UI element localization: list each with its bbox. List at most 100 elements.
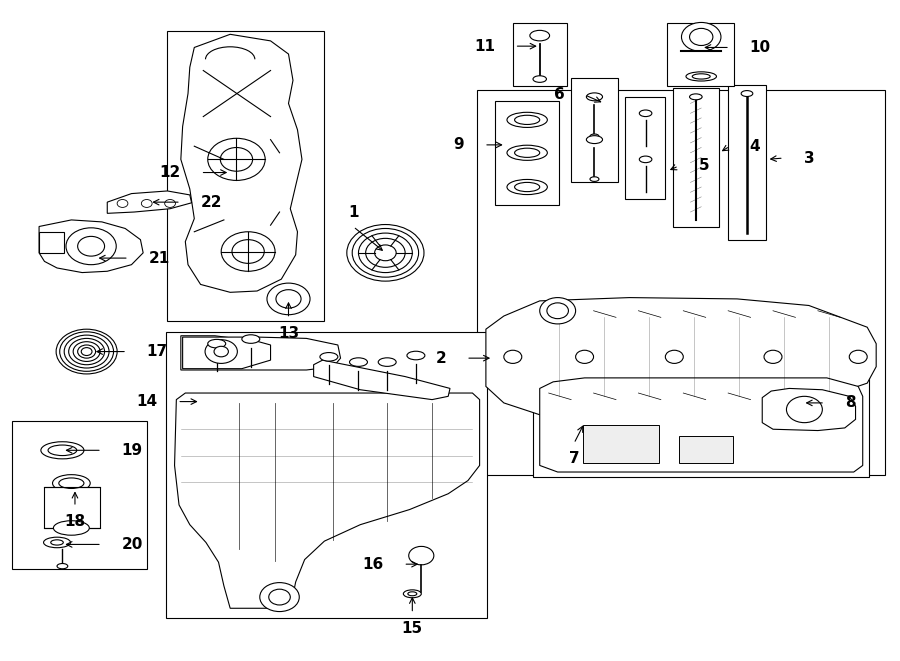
Circle shape [208, 138, 266, 180]
Text: 6: 6 [554, 87, 565, 102]
Circle shape [352, 229, 419, 277]
Polygon shape [762, 389, 856, 430]
Ellipse shape [57, 564, 68, 568]
Ellipse shape [639, 156, 652, 163]
Ellipse shape [515, 182, 540, 192]
Ellipse shape [515, 115, 540, 124]
Bar [728, 85, 766, 240]
Text: 20: 20 [122, 537, 143, 552]
Text: 10: 10 [750, 40, 770, 55]
Ellipse shape [507, 145, 547, 161]
Text: 1: 1 [347, 204, 358, 219]
Circle shape [547, 303, 569, 319]
Ellipse shape [53, 521, 89, 535]
Text: 15: 15 [401, 621, 423, 635]
Ellipse shape [692, 74, 710, 79]
Ellipse shape [349, 358, 367, 366]
Ellipse shape [515, 148, 540, 157]
Text: 14: 14 [137, 394, 157, 409]
Text: 11: 11 [474, 38, 495, 54]
Bar [44, 487, 100, 528]
Polygon shape [183, 337, 271, 369]
Circle shape [214, 346, 229, 357]
Ellipse shape [50, 540, 63, 545]
Text: 22: 22 [201, 194, 222, 210]
Text: 7: 7 [569, 451, 579, 466]
Ellipse shape [407, 351, 425, 360]
Circle shape [409, 547, 434, 565]
Polygon shape [313, 360, 450, 400]
Circle shape [260, 582, 300, 611]
Ellipse shape [533, 76, 546, 83]
Circle shape [346, 225, 424, 281]
Bar [533, 377, 869, 477]
Ellipse shape [587, 93, 602, 100]
Bar [625, 97, 665, 199]
Bar [167, 31, 324, 321]
Text: 12: 12 [159, 165, 181, 180]
Circle shape [764, 350, 782, 364]
Circle shape [267, 283, 310, 315]
Circle shape [165, 200, 176, 208]
Bar [495, 101, 560, 206]
Ellipse shape [48, 445, 76, 455]
Circle shape [205, 340, 238, 364]
Circle shape [56, 329, 117, 374]
Circle shape [576, 350, 594, 364]
Text: 16: 16 [363, 557, 383, 572]
Text: 5: 5 [698, 159, 709, 173]
Ellipse shape [52, 475, 90, 492]
Bar [513, 23, 567, 86]
Circle shape [77, 237, 104, 256]
Bar [39, 232, 64, 253]
Text: 8: 8 [845, 395, 855, 410]
Ellipse shape [507, 112, 547, 128]
Circle shape [540, 297, 576, 324]
Bar [572, 79, 617, 182]
Circle shape [374, 245, 396, 260]
Ellipse shape [639, 110, 652, 116]
Text: 21: 21 [148, 251, 170, 266]
Text: 2: 2 [436, 350, 446, 366]
Circle shape [504, 350, 522, 364]
Bar [679, 436, 733, 463]
Circle shape [81, 348, 92, 356]
Circle shape [681, 22, 721, 52]
Circle shape [850, 350, 868, 364]
Circle shape [358, 233, 412, 272]
Text: 18: 18 [65, 514, 86, 529]
Bar [166, 332, 487, 618]
Ellipse shape [208, 339, 226, 348]
Ellipse shape [507, 179, 547, 194]
Ellipse shape [741, 91, 752, 97]
Ellipse shape [320, 352, 338, 361]
Circle shape [276, 290, 302, 308]
Ellipse shape [378, 358, 396, 366]
Text: 3: 3 [804, 151, 814, 165]
Circle shape [66, 228, 116, 264]
Circle shape [232, 240, 265, 263]
Ellipse shape [408, 592, 417, 596]
Bar [672, 89, 719, 227]
Polygon shape [175, 393, 480, 608]
Polygon shape [107, 191, 192, 214]
Circle shape [221, 232, 275, 271]
Text: 9: 9 [454, 137, 464, 153]
Bar [667, 23, 734, 86]
Text: 19: 19 [122, 443, 143, 458]
Ellipse shape [590, 134, 598, 139]
Ellipse shape [689, 94, 702, 100]
Ellipse shape [403, 590, 421, 598]
Circle shape [269, 589, 291, 605]
Ellipse shape [40, 442, 84, 459]
Text: 4: 4 [750, 139, 760, 154]
Ellipse shape [242, 334, 260, 343]
Polygon shape [181, 34, 302, 292]
Circle shape [787, 397, 823, 422]
Polygon shape [181, 336, 340, 370]
Bar [477, 91, 886, 475]
Bar [583, 425, 659, 463]
Text: 17: 17 [147, 344, 168, 359]
Polygon shape [540, 378, 863, 472]
Ellipse shape [58, 478, 84, 488]
